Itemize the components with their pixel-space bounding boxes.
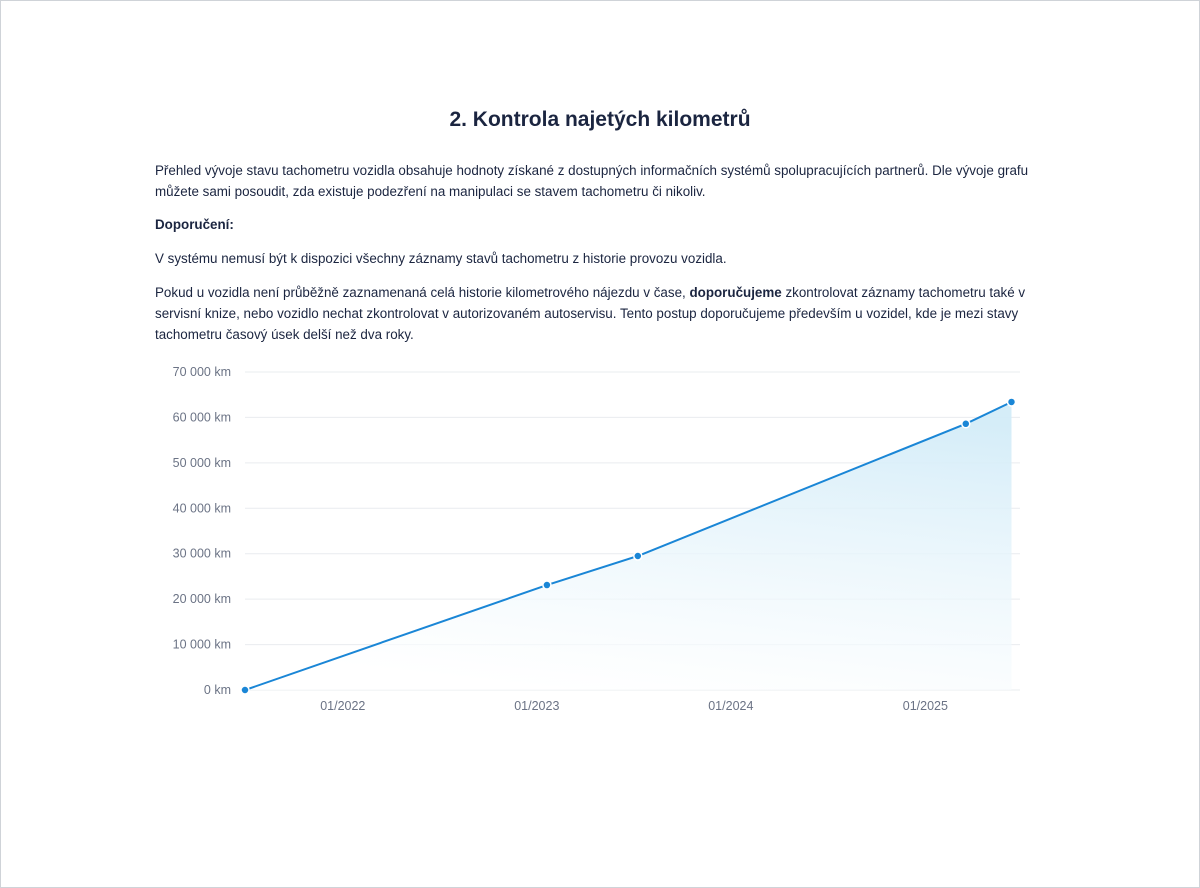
x-tick-label: 01/2023 — [514, 699, 559, 713]
data-point — [1006, 397, 1017, 407]
section-heading: 2. Kontrola najetých kilometrů — [449, 108, 751, 131]
recommendation-label: Doporučení: — [155, 217, 234, 232]
data-point — [240, 685, 250, 695]
y-tick-label: 30 000 km — [173, 547, 231, 561]
data-point — [542, 580, 552, 590]
note-paragraph: V systému nemusí být k dispozici všechny… — [155, 251, 727, 266]
y-tick-label: 60 000 km — [173, 410, 231, 424]
x-tick-label: 01/2024 — [708, 699, 753, 713]
x-tick-label: 01/2022 — [320, 699, 365, 713]
area-fill — [245, 402, 1012, 690]
y-tick-label: 10 000 km — [173, 638, 231, 652]
y-tick-label: 20 000 km — [173, 592, 231, 606]
advice-text-before: Pokud u vozidla není průběžně zaznamenan… — [155, 285, 690, 300]
data-point — [961, 419, 971, 429]
y-tick-label: 0 km — [204, 683, 231, 697]
advice-bold: doporučujeme — [689, 285, 782, 300]
advice-text-after: zkontrolovat záznamy tachometru také v s… — [155, 285, 1026, 342]
x-tick-label: 01/2025 — [903, 699, 948, 713]
data-point — [633, 551, 643, 561]
intro-paragraph: Přehled vývoje stavu tachometru vozidla … — [155, 163, 1029, 199]
y-tick-label: 70 000 km — [173, 365, 231, 379]
y-tick-label: 40 000 km — [173, 501, 231, 515]
y-tick-label: 50 000 km — [173, 456, 231, 470]
advice-paragraph: Pokud u vozidla není průběžně zaznamenan… — [155, 282, 1039, 345]
